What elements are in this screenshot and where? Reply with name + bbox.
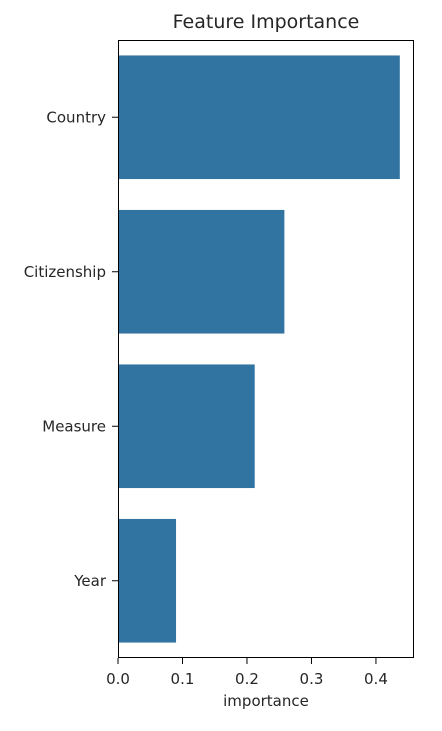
bar-citizenship bbox=[118, 209, 285, 334]
y-tick-label: Year bbox=[73, 572, 107, 590]
y-tick-label: Citizenship bbox=[24, 263, 106, 281]
x-axis: 0.0 0.1 0.2 0.3 0.4 bbox=[106, 658, 388, 688]
chart-title: Feature Importance bbox=[173, 11, 360, 33]
x-tick-label: 0.4 bbox=[364, 670, 388, 688]
y-axis: Country Citizenship Measure Year bbox=[24, 108, 118, 590]
y-tick-label: Measure bbox=[42, 417, 106, 435]
y-tick-label: Country bbox=[46, 108, 106, 126]
x-tick-label: 0.0 bbox=[106, 670, 130, 688]
x-tick-label: 0.2 bbox=[235, 670, 259, 688]
bars-layer bbox=[118, 55, 400, 643]
x-axis-label: importance bbox=[223, 692, 309, 710]
x-tick-label: 0.1 bbox=[171, 670, 195, 688]
x-tick-label: 0.3 bbox=[300, 670, 324, 688]
bar-country bbox=[118, 55, 400, 180]
bar-year bbox=[118, 518, 177, 643]
plot-frame bbox=[118, 40, 414, 658]
bar-measure bbox=[118, 364, 255, 489]
